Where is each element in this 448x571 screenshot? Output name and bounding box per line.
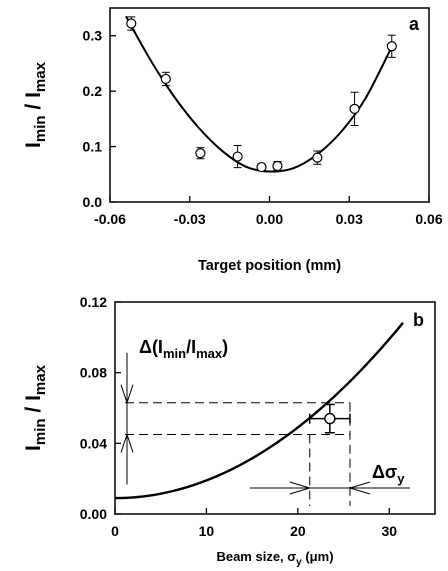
ylab-a-main: I — [22, 142, 45, 148]
delta-ratio-sub1: min — [163, 346, 186, 361]
panel-a-x-axis-label: Target position (mm) — [198, 258, 341, 274]
xlab-b-main: Beam size, σ — [216, 549, 296, 564]
y-tick-label: 0.0 — [83, 194, 103, 210]
xlab-b-sub: y — [296, 557, 302, 568]
xlab-b-unit: (μm) — [302, 549, 334, 564]
ylab-a-sub2: max — [32, 61, 49, 92]
delta-ratio-suffix: ) — [222, 337, 228, 357]
y-tick-label: 0.3 — [83, 28, 103, 44]
delta-sigma-prefix: Δσ — [372, 462, 397, 482]
delta-ratio-annotation: Δ(Imin/Imax) — [139, 337, 228, 361]
x-tick-label: 0.06 — [415, 211, 442, 227]
x-tick-label: 0.03 — [336, 211, 363, 227]
delta-ratio-prefix: Δ(I — [139, 337, 163, 357]
panel-a-fit-curve — [125, 15, 393, 173]
data-point — [232, 151, 243, 162]
x-tick-label: -0.06 — [94, 211, 126, 227]
data-point — [195, 148, 206, 159]
panel-b-curve — [114, 322, 404, 500]
y-tick-label: 0.08 — [80, 365, 107, 381]
data-point — [349, 103, 360, 114]
panel-a-data-points — [126, 16, 397, 173]
delta-sigma-annotation: Δσy — [372, 462, 405, 486]
panel-b-y-axis-label: Imin / Imax — [22, 364, 49, 451]
data-point — [272, 160, 283, 172]
y-tick-label: 0.04 — [80, 435, 107, 451]
x-tick-label: 10 — [199, 523, 215, 539]
panel-a-label: a — [409, 14, 420, 34]
panel-a-chart: -0.06 -0.03 0.00 0.03 0.06 0.0 0.1 0.2 0.3 a Tar… — [22, 7, 443, 274]
panel-b-data-point — [308, 403, 351, 434]
panel-b-chart: 0 10 20 300.000.040.080.12 b Δ(Imin/Imax) Δ… — [22, 294, 436, 568]
y-tick-label: 0.00 — [80, 506, 107, 522]
data-point — [126, 18, 137, 29]
ylab-b-sub2: max — [32, 364, 49, 395]
panel-b-frame — [114, 301, 436, 515]
data-point — [324, 412, 336, 425]
model-curve — [114, 322, 404, 500]
y-tick-label: 0.1 — [83, 139, 103, 155]
panel-a-frame — [109, 7, 430, 203]
x-tick-label: 0 — [111, 523, 119, 539]
delta-ratio-mid: /I — [186, 337, 196, 357]
panel-b-label: b — [413, 310, 424, 330]
data-point — [256, 161, 267, 173]
ylab-b-sub1: min — [32, 418, 49, 445]
data-point — [312, 152, 323, 163]
x-tick-label: -0.03 — [174, 211, 206, 227]
ylab-b-sep: / I — [22, 395, 45, 418]
delta-sigma-sub: y — [397, 471, 405, 486]
ylab-a-sep: / I — [22, 92, 45, 115]
sigma-arrow-head-left — [348, 481, 371, 495]
ylab-a-sub1: min — [32, 115, 49, 142]
y-tick-label: 0.12 — [80, 294, 107, 310]
x-tick-label: 30 — [381, 523, 397, 539]
x-tick-label: 0.00 — [256, 211, 283, 227]
ratio-arrow-head-up — [120, 432, 134, 453]
fit-line — [125, 15, 393, 173]
x-tick-label: 20 — [290, 523, 306, 539]
panel-b-x-axis-label: Beam size, σy (μm) — [216, 549, 333, 568]
sigma-arrow-head-right — [289, 481, 312, 495]
y-tick-label: 0.2 — [83, 83, 103, 99]
panel-b-ticks: 0 10 20 30 0.00 0.04 0.08 0.12 — [80, 294, 398, 539]
data-point — [386, 41, 397, 52]
panel-b-arrows — [120, 352, 410, 495]
panel-a-y-axis-label: Imin / Imax — [22, 61, 49, 148]
data-point — [160, 73, 171, 85]
panel-a-ticks: -0.06 -0.03 0.00 0.03 0.06 0.0 0.1 0.2 0.3 — [83, 28, 443, 227]
ratio-arrow-head-down — [120, 384, 134, 405]
delta-ratio-sub2: max — [196, 346, 223, 361]
ylab-b-main: I — [22, 445, 45, 451]
